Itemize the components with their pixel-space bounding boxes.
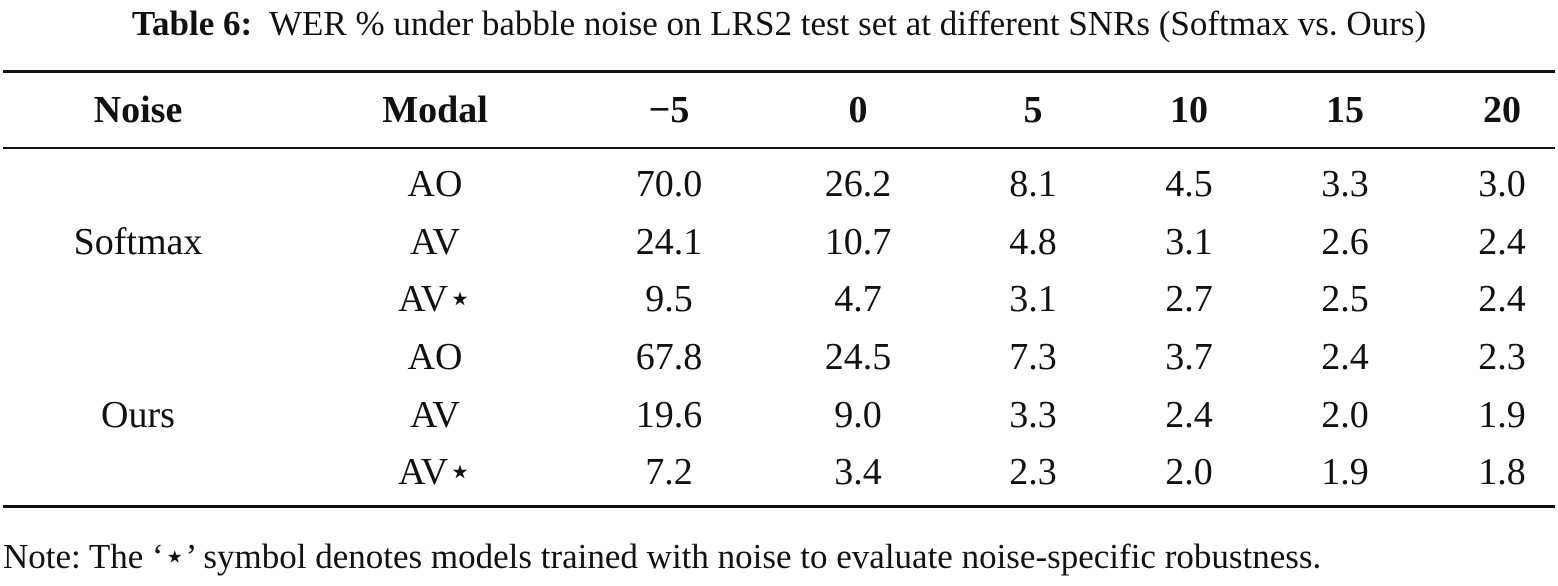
- wer-value-cell: 2.7: [1165, 278, 1213, 320]
- wer-value-cell: 19.6: [635, 394, 703, 436]
- wer-value-cell: 3.1: [1165, 221, 1213, 263]
- modal-cell: AO: [407, 163, 463, 205]
- wer-value-cell: 26.2: [824, 163, 892, 205]
- header-snr: 0: [848, 89, 868, 131]
- wer-value-cell: 8.1: [1009, 163, 1057, 205]
- modal-cell: AO: [407, 336, 463, 378]
- caption-text: WER % under babble noise on LRS2 test se…: [269, 4, 1427, 43]
- wer-value-cell: 1.8: [1478, 451, 1526, 493]
- header-snr: −5: [648, 89, 690, 131]
- header-snr: 5: [1023, 89, 1043, 131]
- wer-value-cell: 3.7: [1165, 336, 1213, 378]
- modal-cell: AV⋆: [398, 278, 472, 320]
- wer-value-cell: 2.0: [1165, 451, 1213, 493]
- caption-label: Table 6:: [131, 4, 253, 43]
- wer-value-cell: 2.5: [1321, 278, 1369, 320]
- wer-value-cell: 24.5: [824, 336, 892, 378]
- group-label-softmax: Softmax: [73, 221, 203, 263]
- wer-value-cell: 24.1: [635, 221, 703, 263]
- modal-cell: AV⋆: [398, 451, 472, 493]
- wer-value-cell: 3.4: [834, 451, 882, 493]
- table-note: Note: The ‘⋆’ symbol denotes models trai…: [3, 537, 1322, 576]
- wer-value-cell: 2.3: [1009, 451, 1057, 493]
- wer-value-cell: 9.0: [834, 394, 882, 436]
- modal-cell: AV: [410, 221, 460, 263]
- wer-value-cell: 2.4: [1165, 394, 1213, 436]
- header-noise: Noise: [93, 89, 183, 131]
- wer-value-cell: 10.7: [824, 221, 892, 263]
- wer-value-cell: 1.9: [1478, 394, 1526, 436]
- wer-value-cell: 4.5: [1165, 163, 1213, 205]
- wer-value-cell: 7.2: [645, 451, 693, 493]
- wer-value-cell: 2.4: [1321, 336, 1369, 378]
- wer-value-cell: 70.0: [635, 163, 703, 205]
- group-label-ours: Ours: [101, 394, 175, 436]
- bottom-rule: [3, 505, 1555, 508]
- wer-value-cell: 3.1: [1009, 278, 1057, 320]
- wer-value-cell: 7.3: [1009, 336, 1057, 378]
- wer-value-cell: 2.4: [1478, 278, 1526, 320]
- wer-value-cell: 4.8: [1009, 221, 1057, 263]
- wer-value-cell: 1.9: [1321, 451, 1369, 493]
- modal-cell: AV: [410, 394, 460, 436]
- wer-value-cell: 3.3: [1321, 163, 1369, 205]
- header-snr: 10: [1170, 89, 1208, 131]
- wer-value-cell: 2.6: [1321, 221, 1369, 263]
- wer-value-cell: 4.7: [834, 278, 882, 320]
- header-snr: 15: [1326, 89, 1364, 131]
- wer-value-cell: 3.3: [1009, 394, 1057, 436]
- top-rule: [3, 70, 1555, 73]
- header-rule: [3, 147, 1555, 149]
- table-caption: Table 6: WER % under babble noise on LRS…: [0, 2, 1558, 46]
- wer-value-cell: 2.3: [1478, 336, 1526, 378]
- wer-value-cell: 9.5: [645, 278, 693, 320]
- wer-value-cell: 3.0: [1478, 163, 1526, 205]
- wer-value-cell: 2.4: [1478, 221, 1526, 263]
- header-snr: 20: [1483, 89, 1521, 131]
- wer-value-cell: 67.8: [635, 336, 703, 378]
- header-modal: Modal: [382, 89, 488, 131]
- wer-value-cell: 2.0: [1321, 394, 1369, 436]
